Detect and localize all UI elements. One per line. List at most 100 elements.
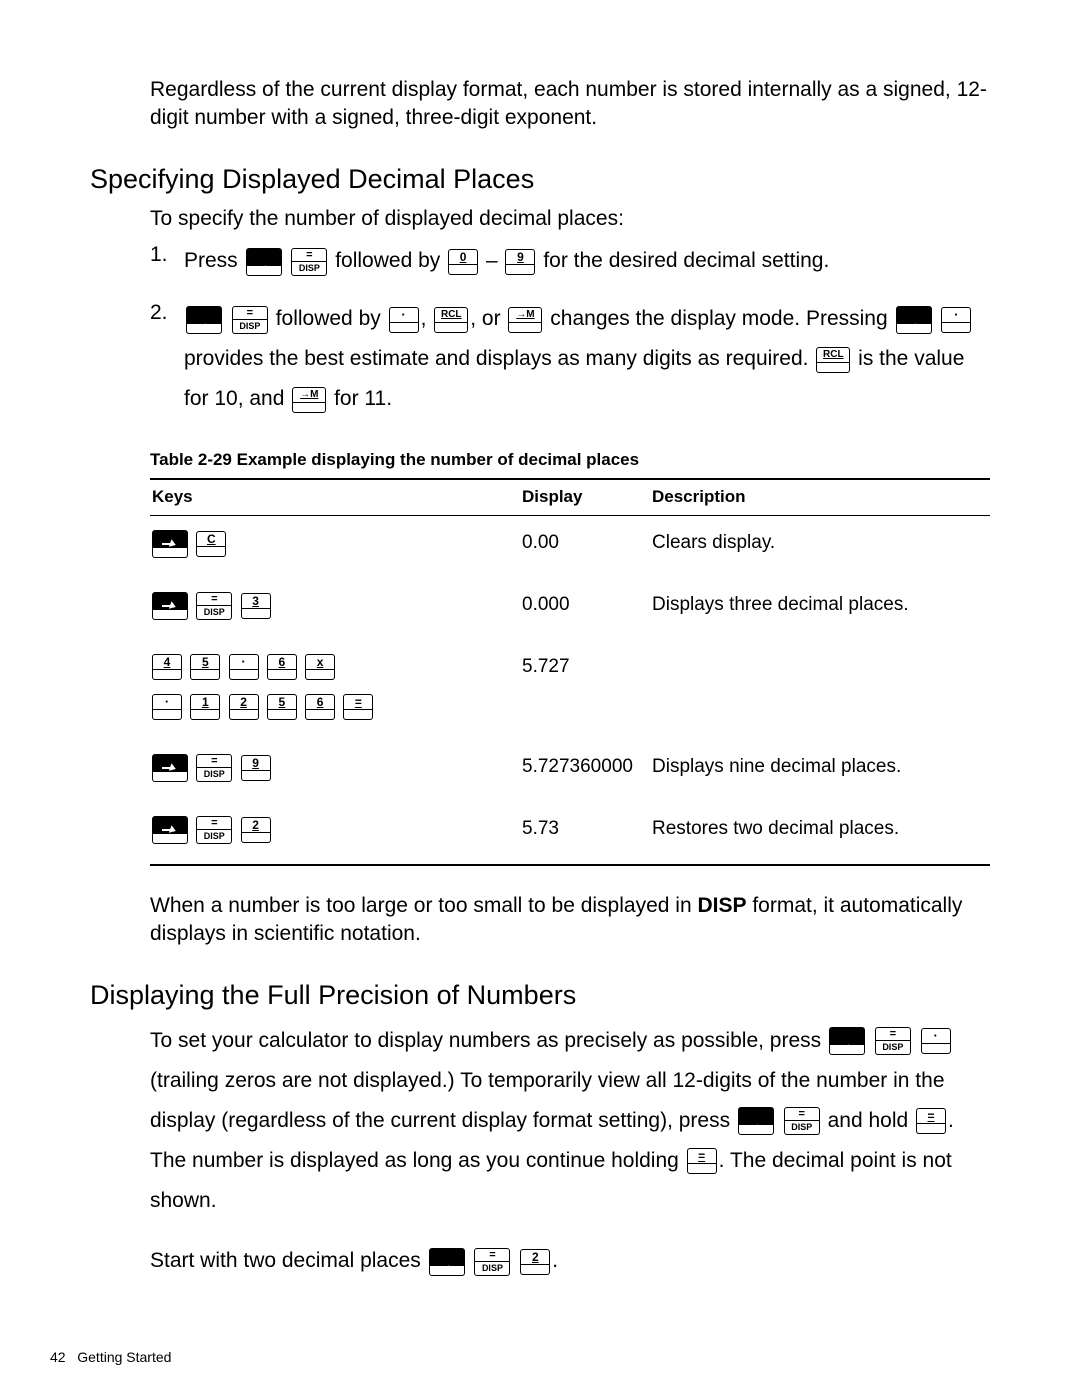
six-key-icon: 6 [305, 694, 335, 720]
key-sequence: 4 5 · 6 x · 1 2 5 6 = [150, 640, 520, 740]
text: changes the display mode. Pressing [550, 307, 893, 330]
page-number: 42 [50, 1349, 66, 1365]
disp-key-icon: =DISP [196, 754, 232, 782]
disp-key-icon: =DISP [291, 248, 327, 276]
tom-key-icon: →M [292, 387, 326, 413]
list-number: 1. [150, 241, 184, 281]
desc-cell: Clears display. [650, 515, 990, 578]
shift-key-icon [896, 306, 932, 334]
section-lead: To specify the number of displayed decim… [150, 205, 990, 233]
disp-key-icon: =DISP [784, 1107, 820, 1135]
equals-key-icon: = [343, 694, 373, 720]
key-sequence: =DISP 9 [150, 740, 520, 802]
desc-cell: Displays three decimal places. [650, 578, 990, 640]
list-number: 2. [150, 299, 184, 419]
shift-key-icon [829, 1027, 865, 1055]
display-cell: 5.727360000 [520, 740, 650, 802]
table-row: =DISP 9 5.727360000 Displays nine decima… [150, 740, 990, 802]
disp-key-icon: =DISP [196, 592, 232, 620]
section-heading-full-precision: Displaying the Full Precision of Numbers [90, 977, 990, 1013]
six-key-icon: 6 [267, 654, 297, 680]
manual-page: Regardless of the current display format… [0, 0, 1080, 1397]
x-key-icon: x [305, 654, 335, 680]
key-sequence: =DISP 2 [150, 802, 520, 865]
text: Press [184, 249, 244, 272]
table-row: =DISP 2 5.73 Restores two decimal places… [150, 802, 990, 865]
text-bold: DISP [697, 894, 746, 917]
key-sequence: C [150, 515, 520, 578]
five-key-icon: 5 [190, 654, 220, 680]
text: followed by [335, 249, 446, 272]
five-key-icon: 5 [267, 694, 297, 720]
two-key-icon: 2 [241, 817, 271, 843]
section2-paragraph: To set your calculator to display number… [150, 1021, 990, 1220]
shift-key-icon [152, 530, 188, 558]
shift-key-icon [738, 1107, 774, 1135]
two-key-icon: 2 [520, 1249, 550, 1275]
two-key-icon: 2 [229, 694, 259, 720]
shift-key-icon [429, 1248, 465, 1276]
text: followed by [276, 307, 387, 330]
key-sequence: =DISP 3 [150, 578, 520, 640]
desc-cell: Displays nine decimal places. [650, 740, 990, 802]
disp-key-icon: =DISP [875, 1027, 911, 1055]
page-footer: 42 Getting Started [50, 1348, 171, 1367]
display-cell: 5.727 [520, 640, 650, 740]
dot-key-icon: · [152, 694, 182, 720]
disp-key-icon: =DISP [196, 816, 232, 844]
text: for the desired decimal setting. [543, 249, 829, 272]
table-header: Keys [150, 479, 520, 515]
rcl-key-icon: RCL [816, 347, 850, 373]
nine-key-icon: 9 [505, 249, 535, 275]
text: , or [470, 307, 506, 330]
text: (trailing zeros are not displayed.) To t… [150, 1069, 945, 1132]
text: – [486, 249, 498, 272]
text: Start with two decimal places [150, 1249, 427, 1272]
section-heading-decimal-places: Specifying Displayed Decimal Places [90, 161, 990, 197]
one-key-icon: 1 [190, 694, 220, 720]
list-body: Press =DISP followed by 0 – 9 for the de… [184, 241, 990, 281]
ordered-list: 1. Press =DISP followed by 0 – 9 for the… [150, 241, 990, 419]
intro-paragraph: Regardless of the current display format… [150, 76, 990, 133]
section-name: Getting Started [77, 1349, 171, 1365]
display-cell: 5.73 [520, 802, 650, 865]
display-cell: 0.00 [520, 515, 650, 578]
table-header: Display [520, 479, 650, 515]
table-header: Description [650, 479, 990, 515]
zero-key-icon: 0 [448, 249, 478, 275]
desc-cell: Restores two decimal places. [650, 802, 990, 865]
disp-key-icon: =DISP [232, 306, 268, 334]
text: When a number is too large or too small … [150, 894, 697, 917]
shift-key-icon [186, 306, 222, 334]
c-key-icon: C [196, 531, 226, 557]
equals-key-icon: = [916, 1108, 946, 1134]
equals-key-icon: = [687, 1148, 717, 1174]
shift-key-icon [152, 592, 188, 620]
shift-key-icon [246, 248, 282, 276]
text: provides the best estimate and displays … [184, 347, 814, 370]
text: and hold [828, 1109, 914, 1132]
shift-key-icon [152, 816, 188, 844]
dot-key-icon: · [229, 654, 259, 680]
nine-key-icon: 9 [241, 755, 271, 781]
display-cell: 0.000 [520, 578, 650, 640]
example-table: Keys Display Description C 0.00 Clears d… [150, 478, 990, 866]
three-key-icon: 3 [241, 593, 271, 619]
table-caption: Table 2-29 Example displaying the number… [150, 449, 990, 472]
text: , [421, 307, 433, 330]
desc-cell [650, 640, 990, 740]
text: . [552, 1249, 558, 1272]
rcl-key-icon: RCL [434, 307, 468, 333]
disp-key-icon: =DISP [474, 1248, 510, 1276]
section2-paragraph-2: Start with two decimal places =DISP 2. [150, 1241, 990, 1281]
list-item: 1. Press =DISP followed by 0 – 9 for the… [150, 241, 990, 281]
dot-key-icon: · [941, 307, 971, 333]
list-item: 2. =DISP followed by · , RCL , or →M [150, 299, 990, 419]
text: for 11. [334, 387, 392, 410]
table-row: C 0.00 Clears display. [150, 515, 990, 578]
dot-key-icon: · [921, 1028, 951, 1054]
post-table-paragraph: When a number is too large or too small … [150, 892, 990, 949]
table-row: =DISP 3 0.000 Displays three decimal pla… [150, 578, 990, 640]
tom-key-icon: →M [508, 307, 542, 333]
table-row: 4 5 · 6 x · 1 2 5 6 = 5.727 [150, 640, 990, 740]
